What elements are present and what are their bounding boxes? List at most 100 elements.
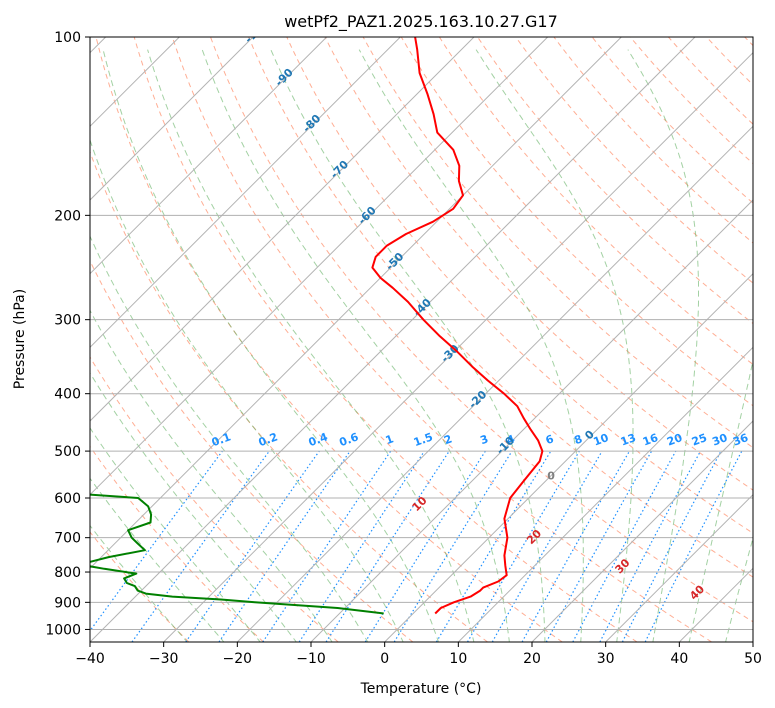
- x-tick-label: 10: [449, 651, 467, 667]
- moist-adiabat-line: [90, 477, 225, 642]
- moist-adiabat-line: [201, 49, 510, 642]
- x-axis-label: Temperature (°C): [360, 681, 482, 697]
- moist-adiabat-line: [90, 309, 333, 642]
- mixing-ratio-line: [325, 450, 450, 642]
- mixing-ratio-label: 8: [572, 432, 584, 447]
- moist-adiabat-line: [358, 49, 584, 642]
- x-tick-label: 30: [597, 651, 615, 667]
- mixing-ratio-label: 16: [641, 431, 660, 449]
- mixing-ratio-label: 3: [478, 432, 490, 447]
- mixing-ratio-line: [393, 450, 513, 642]
- y-axis-label: Pressure (hPa): [12, 289, 28, 389]
- isotherm-line: [531, 420, 753, 642]
- isotherm-line: [236, 125, 753, 642]
- isotherm-line: [90, 37, 622, 570]
- moist-adiabat-line: [90, 138, 404, 642]
- isotherm-line: [163, 51, 753, 642]
- x-tick-label: 20: [523, 651, 541, 667]
- y-tick-label: 400: [54, 387, 81, 403]
- mixing-ratio-line: [521, 450, 631, 642]
- x-axis-ticks: −40 −30 −20 −10 0 10 20 30 40 50: [75, 642, 762, 667]
- isotherm-line: [90, 37, 254, 201]
- mixing-ratio-label: 1.5: [412, 430, 435, 449]
- dry-adiabat-line: [248, 37, 753, 578]
- moist-adiabat-line: [725, 536, 753, 642]
- mixing-ratio-label: 2: [442, 432, 454, 447]
- temperature-profile: [371, 37, 544, 615]
- mixing-ratio-label: 0.2: [257, 430, 280, 449]
- mixing-ratio-line: [90, 450, 223, 632]
- moist-adiabat-line: [147, 49, 475, 642]
- isotherm-line: [90, 37, 549, 496]
- dry-adiabat-line: [210, 37, 753, 623]
- moist-adiabat-line: [90, 371, 297, 642]
- plot-frame: [89, 36, 754, 643]
- x-tick-label: −20: [223, 651, 253, 667]
- moist-adiabats: [90, 49, 753, 642]
- x-tick-label: 50: [744, 651, 762, 667]
- y-tick-label: 600: [54, 491, 81, 507]
- x-tick-label: 0: [380, 651, 389, 667]
- dry-adiabat-line: [400, 37, 753, 407]
- x-tick-label: −40: [75, 651, 105, 667]
- moist-adiabat-line: [688, 358, 753, 642]
- moist-adiabat-line: [90, 235, 369, 642]
- mixing-ratio-label: 0.6: [338, 430, 361, 449]
- dry-adiabat-line: [90, 531, 190, 642]
- y-tick-label: 200: [54, 208, 81, 224]
- isotherm-line: [605, 493, 753, 642]
- pressure-gridlines: [90, 37, 753, 630]
- y-tick-label: 1000: [45, 622, 81, 638]
- skewed-isotherms: [90, 37, 753, 642]
- sounding-profiles: [90, 37, 544, 615]
- y-tick-label: 100: [54, 30, 81, 46]
- mixing-ratio-line: [491, 450, 603, 642]
- y-axis-ticks: 100 200 300 400 500 600 700 800 900 1000: [45, 30, 90, 638]
- dry-adiabat-line: [286, 37, 753, 534]
- mixing-ratio-label: 6: [544, 432, 556, 447]
- chart-title: wetPf2_PAZ1.2025.163.10.27.G17: [284, 12, 558, 32]
- y-tick-label: 900: [54, 595, 81, 611]
- dry-adiabat-line: [133, 37, 638, 642]
- mixing-ratio-line: [572, 450, 677, 642]
- isotherm-line: [310, 199, 753, 642]
- moist-adiabat-line: [475, 49, 634, 642]
- y-tick-label: 500: [54, 444, 81, 460]
- isotherm-line: [90, 37, 696, 642]
- mixing-ratio-label: 25: [690, 431, 709, 448]
- isotherm-line: [384, 272, 753, 642]
- mixing-ratio-label: 10: [592, 431, 611, 449]
- x-tick-label: −30: [149, 651, 179, 667]
- mixing-ratio-label: 1: [384, 432, 396, 447]
- mixing-ratio-label: 0.4: [307, 430, 330, 449]
- dry-adiabat-line: [438, 37, 753, 365]
- dry-adiabat-line: [324, 37, 753, 491]
- mixing-ratio-line: [466, 450, 580, 642]
- mixing-ratio-line: [131, 450, 270, 642]
- dewpoint-profile: [90, 493, 384, 615]
- moist-adiabat-line: [270, 49, 546, 642]
- mixing-ratio-label: 0.1: [210, 430, 233, 449]
- mixing-ratio-line: [364, 450, 486, 642]
- isotherm-line: [457, 346, 753, 642]
- y-tick-label: 800: [54, 565, 81, 581]
- mixing-ratio-line: [218, 450, 351, 642]
- mixing-ratio-label: 30: [710, 431, 729, 449]
- moist-adiabat-line: [90, 524, 188, 642]
- mixing-ratio-label: 36: [731, 431, 750, 449]
- mixing-ratio-label: 20: [665, 431, 684, 449]
- isotherm-line: [90, 37, 475, 422]
- moist-adiabat-line: [627, 49, 699, 642]
- mixing-ratio-label: 13: [619, 431, 638, 448]
- mixing-ratio-label: 4: [505, 432, 517, 447]
- x-tick-label: −10: [296, 651, 326, 667]
- plot-area: 0.10.20.40.611.52346810131620253036-100-…: [90, 37, 753, 642]
- isotherm-line: [90, 37, 401, 349]
- moist-adiabat-line: [90, 427, 261, 642]
- freezing-level-label: 0: [547, 470, 555, 483]
- isotherm-line: [90, 37, 328, 275]
- dry-adiabat-line: [90, 356, 339, 642]
- y-tick-label: 300: [54, 313, 81, 329]
